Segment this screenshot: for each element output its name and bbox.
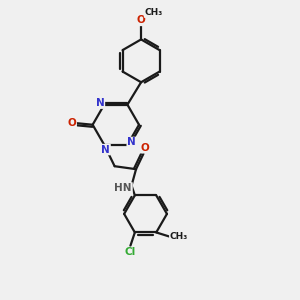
Text: HN: HN xyxy=(115,183,132,193)
Text: N: N xyxy=(127,137,136,147)
Text: Cl: Cl xyxy=(125,247,136,257)
Text: O: O xyxy=(141,143,149,153)
Text: O: O xyxy=(137,15,146,26)
Text: N: N xyxy=(96,98,104,108)
Text: N: N xyxy=(101,145,110,154)
Text: O: O xyxy=(68,118,76,128)
Text: CH₃: CH₃ xyxy=(170,232,188,242)
Text: CH₃: CH₃ xyxy=(144,8,163,17)
